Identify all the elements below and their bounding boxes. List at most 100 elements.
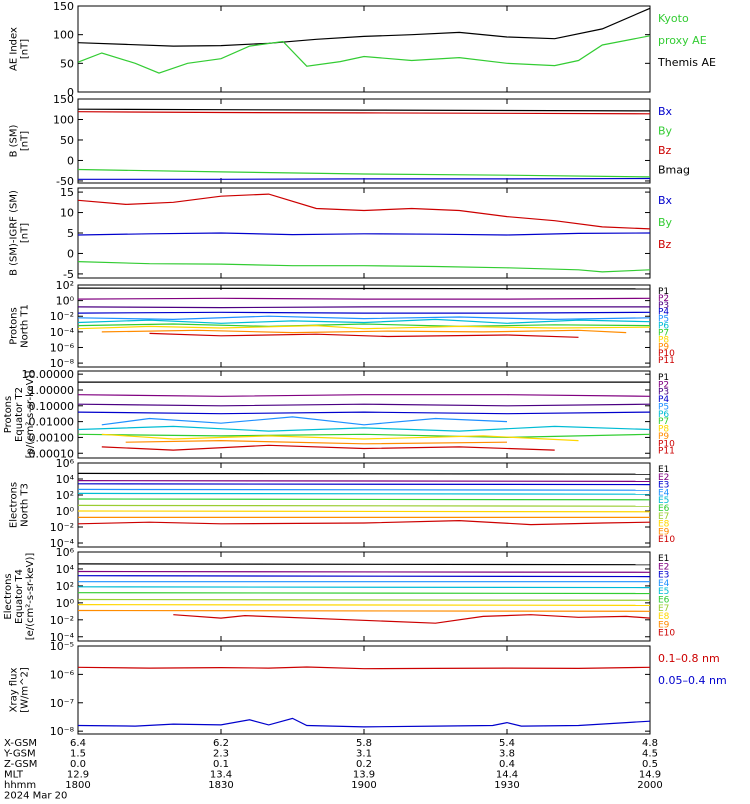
series-bz [78,111,650,115]
y-axis-label: North T3 [20,483,31,527]
y-axis-label: B (SM) [9,124,20,157]
legend-entry: P6 [658,322,669,332]
legend-entry: Themis AE [657,56,716,69]
y-tick-label: 5 [67,227,74,240]
legend-entry: E4 [658,579,670,589]
orbit-row-label: X-GSM [4,738,37,749]
series-p10 [101,444,555,451]
series-e9 [78,609,650,612]
legend-entry: E2 [658,562,669,572]
y-tick-label: 10⁰ [56,505,75,518]
y-axis-label: [nT] [20,223,31,243]
y-tick-label: 10⁻⁶ [50,668,75,681]
y-axis-label: Protons [9,307,20,344]
y-tick-label: 0.00100 [29,431,75,444]
y-tick-label: 10⁴ [56,473,75,486]
series-e2 [78,480,650,482]
y-tick-label: 10⁻² [50,310,74,323]
legend-entry: Bz [658,144,672,157]
series-e3 [78,575,650,578]
legend-entry: P1 [658,287,669,297]
legend-entry: P10 [658,349,675,359]
orbit-value: 3.1 [356,749,372,760]
y-tick-label: 10² [56,580,74,593]
series-bmag [78,108,650,112]
panel-3: -5 0 5 10 15 B (SM)-IGRF (SM) [nT] Bx By Bz [9,186,673,281]
series-p3 [78,403,650,407]
y-tick-label: 10⁻² [50,614,74,627]
legend-entry: P1 [658,373,669,383]
legend-entry: Bx [658,194,673,207]
legend-entry: P10 [658,439,675,449]
series-e6 [78,498,650,501]
legend-entry: P4 [658,395,669,405]
series-by [78,168,650,178]
legend-entry: E5 [658,496,669,506]
orbit-value: 14.9 [639,770,661,781]
orbit-value: 14.4 [496,770,518,781]
y-axis-label: [e/(cm²-s-sr-keV)] [25,553,36,641]
series-bx [78,232,650,236]
y-axis-label: Xray flux [9,668,20,713]
orbit-value: 2.3 [213,749,229,760]
series-e5 [78,586,650,589]
legend-entry: E5 [658,587,669,597]
y-axis-label: [nT] [20,39,31,59]
legend-entry: P5 [658,315,669,325]
y-tick-label: 150 [53,93,74,106]
series-e10 [78,519,650,526]
y-tick-label: 10⁻⁶ [50,341,75,354]
series-p3 [78,306,650,309]
y-tick-label: 150 [53,0,74,13]
series-e1 [78,472,650,475]
y-tick-label: 0.01000 [29,416,75,429]
y-axis-label: Electrons [3,573,14,619]
y-tick-label: 10⁶ [56,457,75,470]
legend-entry: P2 [658,294,669,304]
orbit-value: 2000 [637,780,662,791]
y-axis-label: [p/(cm²-s-sr-keV)] [25,371,36,459]
series-0-1-0-8-nm [78,666,650,670]
series-e1 [78,563,650,566]
y-tick-label: 10⁻⁴ [50,631,75,644]
orbit-row-label: Y-GSM [3,749,36,760]
panel-1: 0 50 100 150 AE Index [nT] Kyoto proxy AE Themis… [9,0,716,99]
y-tick-label: 100 [53,29,74,42]
orbit-value: 4.5 [642,749,658,760]
series-p8 [78,324,650,330]
legend-entry: proxy AE [658,34,707,47]
series-p7 [78,433,650,439]
y-tick-label: 0.00010 [29,447,75,460]
panel-8: 10⁻⁵ 10⁻⁶ 10⁻⁷ 10⁻⁸ Xray flux [W/m^2] 0.1–0.8 … [9,640,727,738]
legend-entry: E3 [658,481,669,491]
orbit-value: 1800 [65,780,90,791]
legend-entry: E6 [658,504,670,514]
y-axis-label: B (SM)-IGRF (SM) [9,190,20,276]
legend-entry: P11 [658,356,675,366]
series-kyoto-proxy-ae [78,35,650,74]
y-tick-label: 0 [67,247,74,260]
panel-frame [77,284,651,368]
legend-entry: P4 [658,308,669,318]
y-tick-label: -50 [56,175,74,188]
y-tick-label: 50 [60,57,74,70]
legend-entry: P11 [658,447,675,457]
y-tick-label: 10.00000 [22,368,75,381]
y-tick-label: 10⁶ [56,546,75,559]
legend-entry: E2 [658,473,669,483]
series-p4 [78,411,650,415]
panel-2: -50 0 50 100 150 B (SM) [nT] Bx By Bz Bmag [9,93,691,188]
legend-entry: E9 [658,620,670,630]
y-tick-label: 10⁰ [56,597,75,610]
orbit-value: 1930 [494,780,519,791]
y-tick-label: -5 [63,268,74,281]
panel-5: 10.00000 1.00000 0.10000 0.01000 0.00100 0.00… [3,368,675,460]
legend-entry: P8 [658,425,669,435]
y-axis-label: North T1 [20,304,31,348]
series-by [78,261,650,273]
orbit-value: 5.8 [356,738,372,749]
